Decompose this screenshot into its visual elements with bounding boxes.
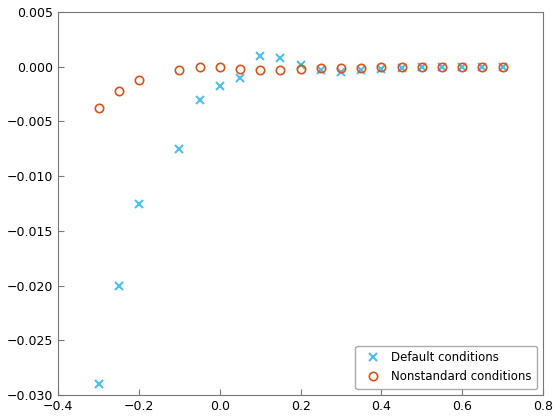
Default conditions — [398, 65, 405, 70]
Nonstandard conditions — [438, 64, 445, 69]
Nonstandard conditions — [459, 64, 465, 69]
Default conditions — [277, 55, 284, 60]
Default conditions — [297, 62, 304, 67]
Default conditions — [358, 68, 365, 73]
Nonstandard conditions — [318, 65, 324, 70]
Nonstandard conditions — [277, 68, 284, 73]
Nonstandard conditions — [217, 64, 223, 69]
Nonstandard conditions — [257, 68, 264, 73]
Nonstandard conditions — [136, 77, 142, 82]
Nonstandard conditions — [378, 64, 385, 69]
Nonstandard conditions — [95, 106, 102, 111]
Default conditions — [378, 66, 385, 71]
Default conditions — [115, 283, 122, 288]
Default conditions — [438, 64, 445, 69]
Default conditions — [338, 70, 344, 75]
Default conditions — [237, 75, 244, 80]
Nonstandard conditions — [500, 64, 506, 69]
Nonstandard conditions — [197, 64, 203, 69]
Default conditions — [136, 201, 142, 206]
Default conditions — [257, 53, 264, 58]
Line: Default conditions: Default conditions — [95, 52, 507, 388]
Default conditions — [217, 84, 223, 89]
Default conditions — [459, 64, 465, 69]
Nonstandard conditions — [358, 65, 365, 70]
Nonstandard conditions — [479, 64, 486, 69]
Default conditions — [197, 97, 203, 102]
Nonstandard conditions — [338, 65, 344, 70]
Nonstandard conditions — [398, 64, 405, 69]
Nonstandard conditions — [297, 66, 304, 71]
Default conditions — [176, 146, 183, 151]
Line: Nonstandard conditions: Nonstandard conditions — [95, 63, 507, 113]
Default conditions — [318, 68, 324, 73]
Nonstandard conditions — [176, 68, 183, 73]
Nonstandard conditions — [418, 64, 425, 69]
Default conditions — [418, 64, 425, 69]
Nonstandard conditions — [237, 66, 244, 71]
Default conditions — [479, 64, 486, 69]
Legend: Default conditions, Nonstandard conditions: Default conditions, Nonstandard conditio… — [356, 346, 537, 389]
Nonstandard conditions — [115, 88, 122, 93]
Default conditions — [500, 64, 506, 69]
Default conditions — [95, 382, 102, 387]
